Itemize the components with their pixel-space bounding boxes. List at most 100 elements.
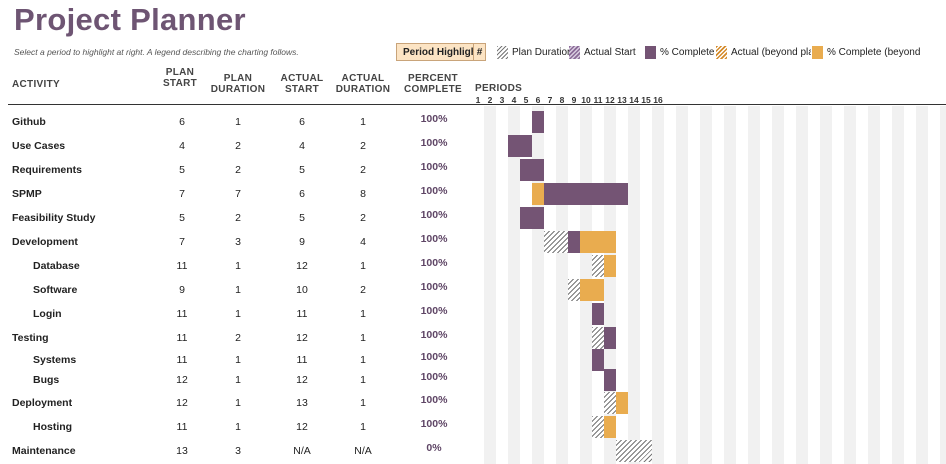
complete-bar (604, 327, 616, 349)
percent-complete: 100% (420, 257, 448, 269)
activity-name: Login (33, 308, 62, 320)
plan-duration: 1 (235, 354, 241, 366)
actual-start: 6 (299, 116, 305, 128)
plan-duration: 1 (235, 116, 241, 128)
period-highlight-label: Period Highlight (396, 43, 474, 61)
actual-start: 6 (299, 188, 305, 200)
hatch-pattern-icon (497, 45, 508, 59)
plan-duration-bar (592, 327, 604, 349)
plan-duration-bar (568, 279, 580, 301)
period-number: 12 (605, 95, 615, 105)
activity-name: Development (12, 236, 78, 248)
plan-start: 7 (179, 188, 185, 200)
period-highlight-input[interactable]: # (474, 43, 486, 61)
activity-name: Requirements (12, 164, 83, 176)
percent-complete: 100% (420, 418, 448, 430)
complete-bar (532, 207, 544, 229)
header-plan-duration: PLAN DURATION (210, 73, 266, 95)
complete-bar (580, 183, 592, 205)
period-column (796, 106, 808, 464)
plan-start: 11 (176, 421, 188, 433)
complete-bar (544, 183, 556, 205)
table-row[interactable]: Feasibility Study 5 2 5 2 100% (0, 207, 946, 229)
table-row[interactable]: Deployment 12 1 13 1 100% (0, 392, 946, 414)
actual-start: 12 (296, 260, 308, 272)
period-number: 7 (547, 95, 553, 105)
table-row[interactable]: Hosting 11 1 12 1 100% (0, 416, 946, 438)
table-row[interactable]: Development 7 3 9 4 100% (0, 231, 946, 253)
period-column (844, 106, 856, 464)
table-row[interactable]: Requirements 5 2 5 2 100% (0, 159, 946, 181)
complete-bar (616, 183, 628, 205)
actual-duration: 1 (360, 374, 366, 386)
period-number: 15 (641, 95, 651, 105)
period-number: 10 (581, 95, 591, 105)
period-number: 11 (593, 95, 603, 105)
complete-beyond-plan-bar (580, 231, 592, 253)
activity-name: SPMP (12, 188, 42, 200)
hatch-orange-icon (716, 45, 727, 59)
complete-bar (556, 183, 568, 205)
legend-plan-duration: Plan Duration (497, 45, 569, 59)
complete-beyond-plan-bar (604, 255, 616, 277)
percent-complete: 100% (420, 161, 448, 173)
complete-bar (520, 207, 532, 229)
actual-duration: 1 (360, 354, 366, 366)
activity-name: Systems (33, 354, 77, 366)
plan-duration: 2 (235, 332, 241, 344)
actual-duration: 1 (360, 308, 366, 320)
period-column (820, 106, 832, 464)
period-number: 3 (499, 95, 505, 105)
table-row[interactable]: Testing 11 2 12 1 100% (0, 327, 946, 349)
period-column (916, 106, 928, 464)
table-row[interactable]: Systems 11 1 11 1 100% (0, 349, 946, 371)
plan-start: 12 (176, 397, 188, 409)
complete-bar (592, 349, 604, 371)
period-column (940, 106, 946, 464)
plan-start: 5 (179, 212, 185, 224)
actual-start: 12 (296, 332, 308, 344)
plan-duration: 7 (235, 188, 241, 200)
header-percent-complete: PERCENT COMPLETE (404, 73, 462, 95)
header-activity: ACTIVITY (12, 79, 60, 90)
plan-duration-bar (616, 440, 652, 462)
complete-beyond-plan-bar (580, 279, 592, 301)
table-row[interactable]: Software 9 1 10 2 100% (0, 279, 946, 301)
complete-bar (520, 135, 532, 157)
plan-duration-bar (604, 392, 616, 414)
table-row[interactable]: Bugs 12 1 12 1 100% (0, 369, 946, 391)
percent-complete: 0% (426, 442, 442, 454)
period-number: 13 (617, 95, 627, 105)
legend-actual-beyond: Actual (beyond plan) (716, 45, 811, 59)
header-actual-start: ACTUAL START (280, 73, 324, 95)
plan-duration: 2 (235, 164, 241, 176)
solid-orange-icon (812, 45, 823, 59)
table-row[interactable]: Github 6 1 6 1 100% (0, 111, 946, 133)
complete-beyond-plan-bar (592, 231, 604, 253)
period-column (628, 106, 640, 464)
percent-complete: 100% (420, 351, 448, 363)
plan-start: 11 (176, 308, 188, 320)
instructions-text: Select a period to highlight at right. A… (14, 47, 299, 57)
complete-bar (604, 369, 616, 391)
table-row[interactable]: SPMP 7 7 6 8 100% (0, 183, 946, 205)
plan-start: 13 (176, 445, 188, 457)
activity-name: Software (33, 284, 78, 296)
table-row[interactable]: Login 11 1 11 1 100% (0, 303, 946, 325)
percent-complete: 100% (420, 233, 448, 245)
table-row[interactable]: Database 11 1 12 1 100% (0, 255, 946, 277)
plan-duration: 3 (235, 445, 241, 457)
plan-start: 6 (179, 116, 185, 128)
plan-start: 4 (179, 140, 185, 152)
complete-bar (568, 183, 580, 205)
period-number: 8 (559, 95, 565, 105)
period-column (892, 106, 904, 464)
legend-actual-beyond-label: Actual (beyond plan) (731, 46, 811, 58)
table-row[interactable]: Maintenance 13 3 N/A N/A 0% (0, 440, 946, 462)
header-divider (8, 104, 946, 105)
activity-name: Testing (12, 332, 49, 344)
table-row[interactable]: Use Cases 4 2 4 2 100% (0, 135, 946, 157)
plan-duration: 3 (235, 236, 241, 248)
period-column (772, 106, 784, 464)
actual-duration: 1 (360, 260, 366, 272)
